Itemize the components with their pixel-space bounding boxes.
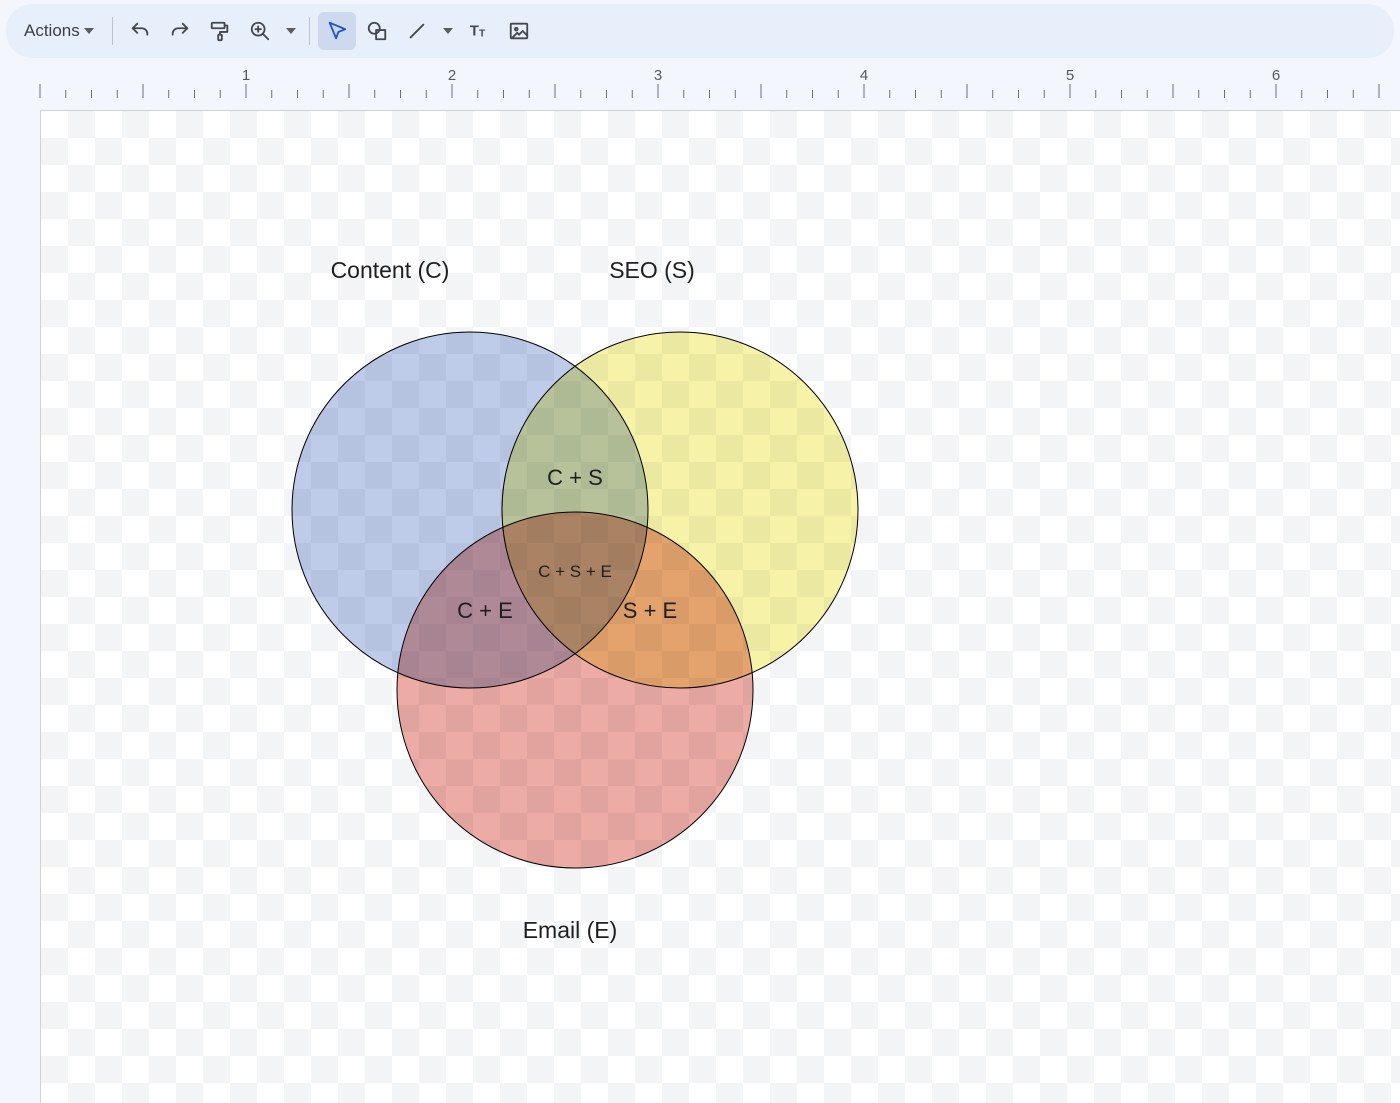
svg-text:T: T [470,24,479,40]
venn-outer-label-E[interactable]: Email (E) [523,917,618,943]
venn-intersection-label-2[interactable]: C + E [457,598,513,623]
undo-icon [129,20,151,42]
zoom-icon [249,20,271,42]
venn-intersection-label-1[interactable]: C + S + E [538,562,612,581]
toolbar-separator [309,17,310,45]
ruler-label: 5 [1066,67,1074,84]
cursor-icon [326,20,348,42]
image-icon [508,20,530,42]
ruler-label: 4 [860,67,868,84]
shape-icon [366,20,388,42]
undo-button[interactable] [121,12,159,50]
ruler-label: 1 [242,67,250,84]
toolbar: Actions [6,4,1394,58]
ruler-label: 3 [654,67,662,84]
venn-intersection-label-0[interactable]: C + S [547,465,603,490]
toolbar-separator [112,17,113,45]
actions-label: Actions [24,21,80,41]
line-tool-button[interactable] [398,12,436,50]
ruler-label: 6 [1272,67,1280,84]
ruler-label: 2 [448,67,456,84]
venn-outer-label-S[interactable]: SEO (S) [609,257,695,283]
svg-text:T: T [479,29,486,40]
caret-down-icon [84,28,94,34]
shape-tool-button[interactable] [358,12,396,50]
paint-roller-icon [209,20,231,42]
image-tool-button[interactable] [500,12,538,50]
textbox-icon: T T [467,20,491,42]
line-dropdown[interactable] [438,12,458,50]
drawing-canvas[interactable]: Content (C) SEO (S) Email (E) C + S C + S + … [0,100,1400,1103]
select-tool-button[interactable] [318,12,356,50]
caret-down-icon [443,28,453,34]
zoom-dropdown[interactable] [281,12,301,50]
actions-menu[interactable]: Actions [14,12,104,50]
venn-intersection-label-3[interactable]: S + E [623,598,677,623]
redo-icon [169,20,191,42]
zoom-button[interactable] [241,12,279,50]
line-icon [406,20,428,42]
redo-button[interactable] [161,12,199,50]
paint-format-button[interactable] [201,12,239,50]
caret-down-icon [286,28,296,34]
horizontal-ruler: 1 2 3 4 5 6 [0,58,1400,100]
textbox-tool-button[interactable]: T T [460,12,498,50]
venn-outer-label-C[interactable]: Content (C) [331,257,450,283]
venn-diagram[interactable]: Content (C) SEO (S) Email (E) C + S C + S + … [40,110,1400,1103]
